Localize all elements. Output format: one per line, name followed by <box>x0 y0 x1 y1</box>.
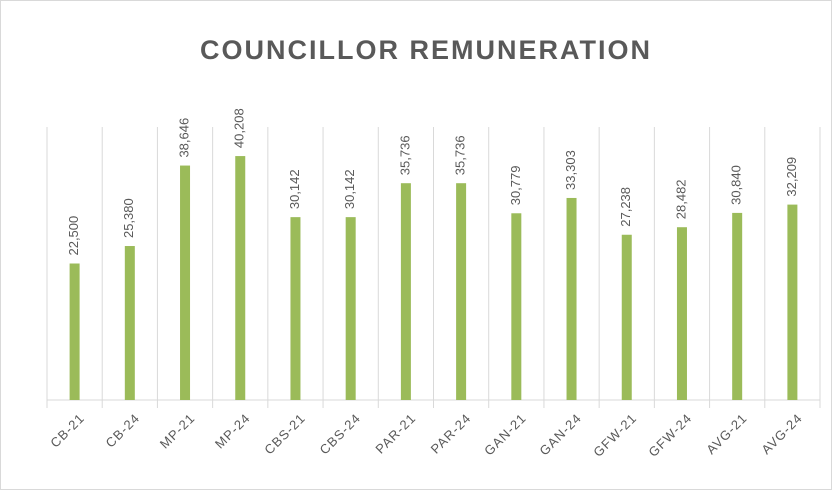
bar <box>69 263 80 400</box>
bar <box>235 156 246 400</box>
data-label: 22,500 <box>66 216 81 256</box>
bar <box>676 227 687 400</box>
bar <box>621 234 632 400</box>
bar <box>787 204 798 400</box>
data-label: 30,779 <box>508 166 523 206</box>
data-label: 35,736 <box>397 135 412 175</box>
bar <box>345 217 356 400</box>
data-label: 30,142 <box>287 169 302 209</box>
bar <box>290 217 301 400</box>
bar <box>180 165 191 400</box>
bar <box>732 212 743 400</box>
chart-title: COUNCILLOR REMUNERATION <box>200 35 652 65</box>
data-label: 38,646 <box>176 118 191 158</box>
bar <box>456 183 467 400</box>
data-label: 35,736 <box>453 135 468 175</box>
data-label: 30,840 <box>729 165 744 205</box>
bar <box>566 197 577 400</box>
bar <box>511 213 522 400</box>
data-label: 25,380 <box>121 198 136 238</box>
data-label: 27,238 <box>618 187 633 227</box>
data-label: 33,303 <box>563 150 578 190</box>
bar <box>124 246 135 400</box>
data-label: 40,208 <box>232 108 247 148</box>
bar <box>400 183 411 400</box>
data-label: 32,209 <box>784 157 799 197</box>
data-label: 30,142 <box>342 169 357 209</box>
data-label: 28,482 <box>673 179 688 219</box>
